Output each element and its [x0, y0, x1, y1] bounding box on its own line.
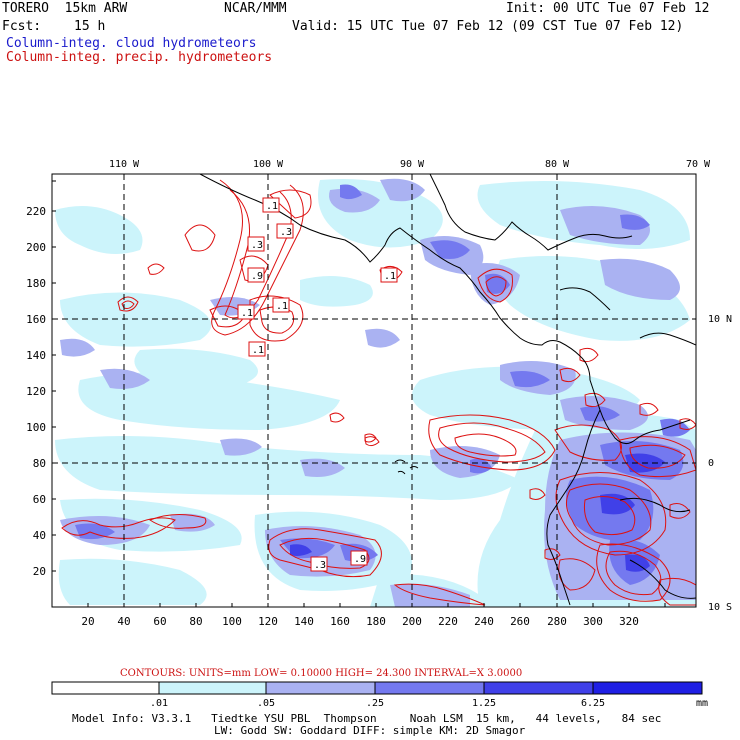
- y-tick-label: 100: [26, 421, 46, 434]
- contour-label: .1: [384, 271, 396, 282]
- lon-label: 100 W: [253, 159, 284, 170]
- y-tick-label: 180: [26, 277, 46, 290]
- x-tick-label: 80: [189, 615, 202, 628]
- coastline-layer: [199, 174, 696, 606]
- x-tick-label: 240: [474, 615, 494, 628]
- latitude-labels: 10 N 0 10 S: [708, 314, 732, 613]
- lon-label: 90 W: [400, 159, 425, 170]
- x-grid-labels: 20 40 60 80 100 120 140 160 180 200 220 …: [81, 615, 639, 628]
- contour-label-layer: .1 .3 .3 .9 .1 .1 .1 .1 .3 .9: [237, 197, 398, 572]
- colorbar-level: 6.25: [581, 698, 605, 709]
- lat-label: 10 N: [708, 314, 732, 325]
- y-tick-label: 140: [26, 349, 46, 362]
- longitude-labels: 110 W 100 W 90 W 80 W 70 W: [109, 159, 711, 170]
- x-tick-label: 280: [547, 615, 567, 628]
- lon-label: 70 W: [686, 159, 711, 170]
- colorbar-segment: [374, 681, 485, 695]
- y-tick-label: 220: [26, 205, 46, 218]
- model-info-line2: LW: Godd SW: Goddard DIFF: simple KM: 2D…: [214, 724, 526, 737]
- contour-label: .1: [252, 345, 264, 356]
- organization-label: NCAR/MMM: [224, 1, 287, 16]
- model-info-line1: Model Info: V3.3.1 Tiedtke YSU PBL Thomp…: [72, 712, 662, 725]
- colorbar-level: .25: [366, 698, 384, 709]
- model-title: TORERO 15km ARW: [2, 1, 128, 16]
- contour-label: .1: [276, 301, 288, 312]
- y-grid-labels: 20 40 60 80 100 120 140 160 180 200 220: [26, 205, 46, 578]
- lon-label: 80 W: [545, 159, 570, 170]
- x-tick-label: 160: [330, 615, 350, 628]
- axis-ticks: [52, 180, 666, 607]
- colorbar-level: .01: [150, 698, 168, 709]
- graticule: [52, 174, 696, 607]
- colorbar-labels: .01 .05 .25 1.25 6.25 mm: [150, 698, 708, 709]
- x-tick-label: 320: [619, 615, 639, 628]
- field-cloud-title: Column-integ. cloud hydrometeors: [6, 36, 257, 51]
- y-tick-label: 60: [33, 493, 46, 506]
- init-time: Init: 00 UTC Tue 07 Feb 12: [506, 1, 710, 16]
- x-tick-label: 40: [117, 615, 130, 628]
- contour-label: .1: [241, 308, 253, 319]
- lat-label: 10 S: [708, 602, 732, 613]
- contour-label: .9: [251, 271, 263, 282]
- colorbar-unit: mm: [696, 698, 708, 709]
- lon-label: 110 W: [109, 159, 140, 170]
- colorbar-level: 1.25: [472, 698, 496, 709]
- y-tick-label: 80: [33, 457, 46, 470]
- color-bar: [51, 681, 703, 695]
- field-precip-title: Column-integ. precip. hydrometeors: [6, 50, 273, 65]
- contour-label: .3: [314, 560, 326, 571]
- x-tick-label: 220: [438, 615, 458, 628]
- colorbar-segment: [51, 681, 160, 695]
- cloud-shading-layer: [55, 178, 696, 607]
- contours-info: CONTOURS: UNITS=mm LOW= 0.10000 HIGH= 24…: [120, 668, 522, 679]
- colorbar-segment: [265, 681, 376, 695]
- forecast-hour: 15 h: [74, 19, 106, 34]
- colorbar-segment: [158, 681, 267, 695]
- x-tick-label: 260: [510, 615, 530, 628]
- contour-label: .1: [266, 201, 278, 212]
- x-tick-label: 20: [81, 615, 94, 628]
- valid-time: Valid: 15 UTC Tue 07 Feb 12 (09 CST Tue …: [292, 19, 684, 34]
- y-tick-label: 200: [26, 241, 46, 254]
- colorbar-level: .05: [257, 698, 275, 709]
- forecast-label: Fcst:: [2, 19, 42, 34]
- lat-label: 0: [708, 458, 714, 469]
- x-tick-label: 200: [402, 615, 422, 628]
- x-tick-label: 300: [583, 615, 603, 628]
- colorbar-segment: [592, 681, 703, 695]
- x-tick-label: 100: [222, 615, 242, 628]
- contour-label: .3: [251, 240, 263, 251]
- x-tick-label: 140: [294, 615, 314, 628]
- contour-label: .9: [354, 554, 366, 565]
- y-tick-label: 40: [33, 529, 46, 542]
- x-tick-label: 120: [258, 615, 278, 628]
- x-tick-label: 60: [153, 615, 166, 628]
- contour-label: .3: [280, 227, 292, 238]
- y-tick-label: 160: [26, 313, 46, 326]
- y-tick-label: 20: [33, 565, 46, 578]
- colorbar-segment: [483, 681, 594, 695]
- y-tick-label: 120: [26, 385, 46, 398]
- x-tick-label: 180: [366, 615, 386, 628]
